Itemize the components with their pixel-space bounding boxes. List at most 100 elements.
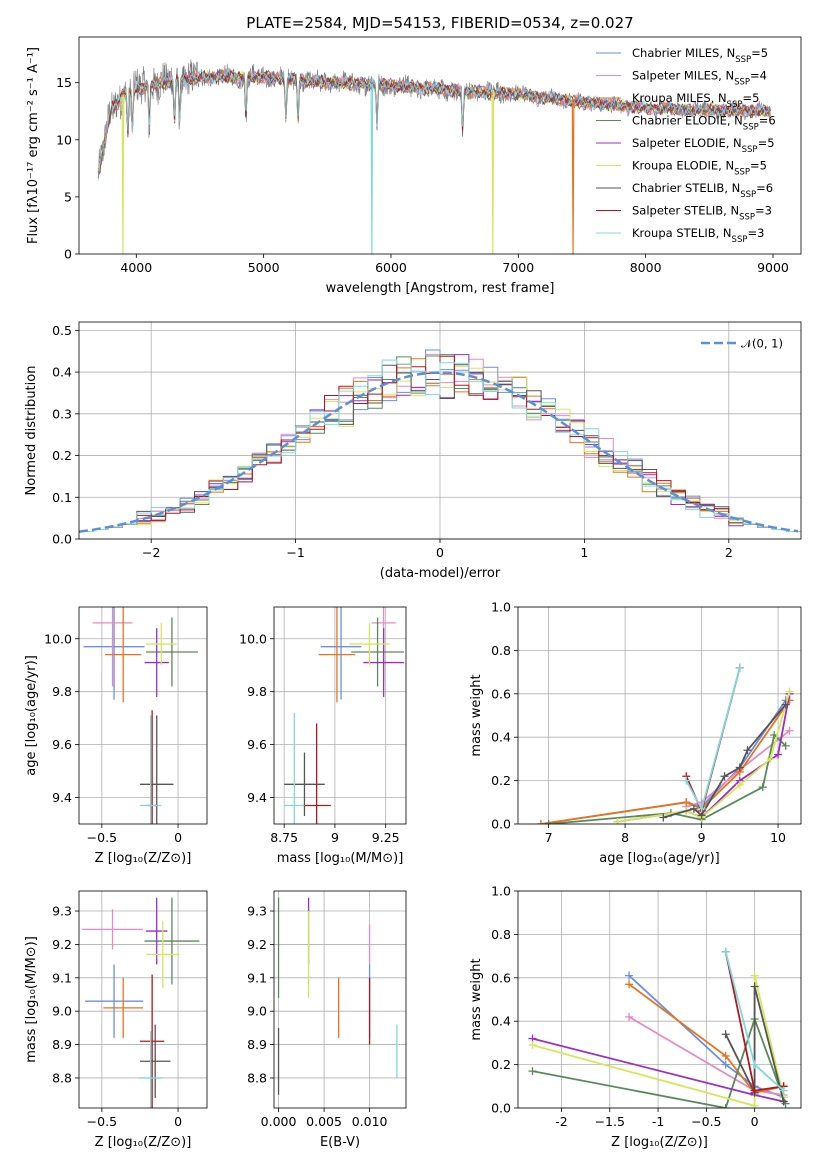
- y-tick-label: 0.2: [52, 448, 72, 463]
- series-marker: [781, 700, 790, 709]
- legend-nssp: =4: [750, 69, 767, 83]
- legend-subscript: SSP: [742, 145, 758, 155]
- errorbar-chabrier-elodie: [146, 617, 198, 687]
- y-tick-label: 10: [56, 132, 72, 147]
- errorbar-salpeter-miles: [82, 909, 143, 950]
- legend-label: 𝒩(0, 1): [741, 337, 783, 351]
- series-marker: [721, 1051, 730, 1060]
- legend-subscript: SSP: [735, 55, 751, 65]
- plot-area-weight-vs-age: [536, 663, 794, 824]
- y-axis-label: Normed distribution: [24, 366, 39, 496]
- legend-nssp: =5: [742, 91, 759, 105]
- y-tick-label: 9.4: [247, 790, 267, 805]
- series-marker: [779, 1097, 788, 1106]
- x-tick-label: −0.5: [87, 1114, 117, 1129]
- legend-nssp: =6: [756, 181, 773, 195]
- y-axis-label: Flux [fλ10⁻¹⁷ erg cm⁻² s⁻¹ A⁻¹]: [26, 47, 41, 244]
- x-tick-label: 9: [698, 830, 706, 845]
- series-marker: [774, 750, 783, 759]
- spectrum-model-dip: [121, 94, 125, 254]
- y-tick-label: 0.4: [491, 1014, 511, 1029]
- series-marker: [613, 817, 622, 824]
- y-tick-label: 9.1: [247, 970, 267, 985]
- errorbar-kroupa-elodie: [349, 622, 390, 666]
- y-axis-label: mass [log₁₀(M/M⊙)]: [24, 936, 39, 1063]
- spectrum-model-dip: [571, 99, 575, 254]
- axes-frame: [78, 890, 208, 1109]
- y-tick-label: 0.3: [52, 406, 72, 421]
- y-tick-label: 8.9: [247, 1037, 267, 1052]
- series-marker: [750, 982, 759, 991]
- errorbar-kroupa-miles: [103, 977, 143, 1038]
- residuals-legend: 𝒩(0, 1): [701, 337, 783, 351]
- x-tick-label: 0: [174, 830, 182, 845]
- y-tick-label: 15: [56, 75, 72, 90]
- series-marker: [721, 1104, 730, 1108]
- y-tick-label: 9.8: [52, 684, 72, 699]
- spectrum-model-dip: [491, 89, 495, 254]
- series-marker: [721, 1060, 730, 1069]
- errorbar-kroupa-miles: [104, 607, 142, 703]
- series-marker: [682, 798, 691, 807]
- series-marker: [659, 813, 668, 822]
- x-tick-label: 10: [770, 830, 786, 845]
- plot-area-age-vs-Z: [83, 607, 198, 824]
- errorbar-salpeter-elodie: [363, 628, 404, 697]
- y-tick-label: 9.6: [247, 737, 267, 752]
- axes-frame: [78, 606, 208, 825]
- x-tick-label: −0.5: [87, 830, 117, 845]
- series-marker: [528, 1041, 537, 1050]
- y-tick-label: 0.6: [491, 686, 511, 701]
- y-tick-label: 9.0: [52, 1004, 72, 1019]
- x-tick-label: 6000: [375, 260, 407, 275]
- x-axis-label: wavelength [Angstrom, rest frame]: [326, 281, 555, 296]
- x-tick-label: −0.5: [691, 1114, 721, 1129]
- legend-subscript: SSP: [727, 100, 743, 110]
- legend-nssp: =3: [755, 204, 772, 218]
- y-tick-label: 0.0: [491, 817, 511, 832]
- y-tick-label: 0.4: [52, 365, 72, 380]
- x-axis-label: Z [log₁₀(Z/Z⊙)]: [95, 1135, 192, 1150]
- y-tick-label: 0: [64, 247, 72, 262]
- errorbar-kroupa-elodie: [146, 622, 177, 666]
- series-marker: [625, 980, 634, 989]
- legend-subscript: SSP: [734, 78, 750, 88]
- y-tick-label: 10.0: [44, 631, 72, 646]
- y-tick-label: 5: [64, 189, 72, 204]
- y-tick-label: 1.0: [491, 600, 511, 615]
- series-marker: [625, 971, 634, 980]
- y-tick-label: 9.6: [52, 737, 72, 752]
- errorbar-kroupa-stelib: [139, 715, 162, 824]
- errorbar-salpeter-elodie: [146, 897, 168, 965]
- x-tick-label: 9000: [757, 260, 789, 275]
- errorbar-salpeter-stelib: [302, 723, 331, 824]
- x-tick-label: -1: [652, 1114, 664, 1129]
- x-axis-label: age [log₁₀(age/yr)]: [599, 851, 720, 866]
- x-tick-label: 0.010: [352, 1114, 388, 1129]
- y-tick-label: 9.2: [52, 937, 72, 952]
- series-marker: [689, 804, 698, 813]
- series-marker: [743, 746, 752, 755]
- y-tick-label: 0.6: [491, 970, 511, 985]
- legend-nssp: =5: [750, 159, 767, 173]
- x-axis-label: (data-model)/error: [380, 566, 501, 581]
- series-marker: [750, 1060, 759, 1069]
- histogram-chabrier-elodie: [79, 354, 801, 532]
- y-tick-label: 0.2: [491, 773, 511, 788]
- x-tick-label: 0.000: [261, 1114, 297, 1129]
- series-marker: [536, 820, 545, 824]
- y-tick-label: 9.1: [52, 970, 72, 985]
- y-tick-label: 0.8: [491, 643, 511, 658]
- panel-weight-vs-Z: -2 −1.5 -1 −0.5 0 0.0 0.2 0.4 0.6 0.8 1.0 Z [log₁₀(…: [469, 884, 802, 1150]
- y-tick-label: 9.0: [247, 1004, 267, 1019]
- histogram-kroupa-stelib: [79, 359, 801, 532]
- x-tick-label: 8.75: [270, 830, 298, 845]
- x-tick-label: 5000: [248, 260, 280, 275]
- y-tick-label: 0.2: [491, 1057, 511, 1072]
- series-line: [724, 986, 785, 1102]
- x-tick-label: 0.005: [306, 1114, 342, 1129]
- series-kroupa-stelib: [682, 663, 744, 813]
- y-tick-label: 0.1: [52, 490, 72, 505]
